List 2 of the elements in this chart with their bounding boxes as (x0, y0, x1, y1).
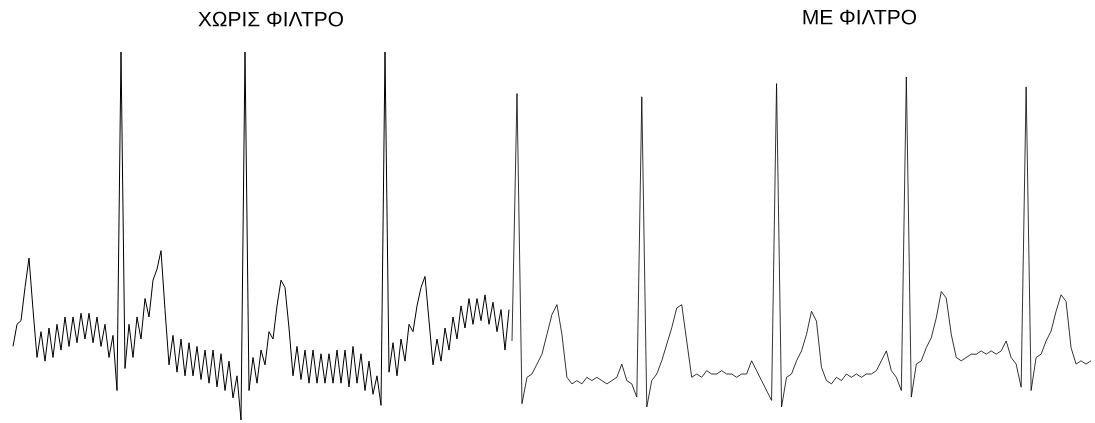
chart-title: ΜΕ ΦΙΛΤΡΟ (803, 9, 916, 25)
chart-title: ΧΩΡΙΣ ΦΙΛΤΡΟ (198, 11, 343, 27)
